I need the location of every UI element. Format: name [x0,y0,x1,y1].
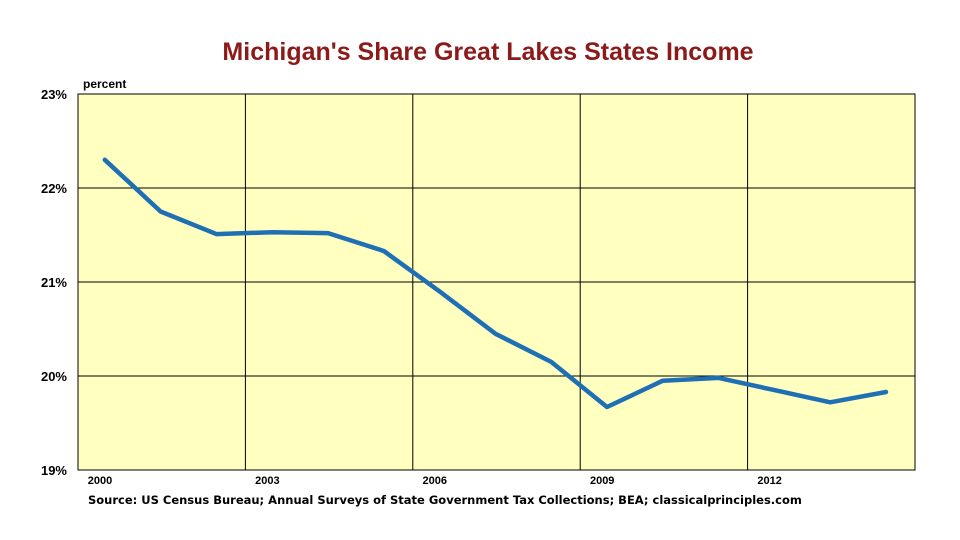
x-tick-label: 2009 [590,475,614,487]
y-axis-unit-label: percent [83,77,126,91]
series-line [102,157,889,410]
x-tick-label: 2006 [423,475,447,487]
y-tick-label: 22% [41,181,67,196]
y-tick-label: 23% [41,87,67,102]
y-tick-label: 21% [41,275,67,290]
x-tick-label: 2012 [757,475,781,487]
x-tick-label: 2000 [88,475,112,487]
series-layer [102,157,889,410]
y-tick-label: 19% [41,463,67,478]
y-tick-label: 20% [41,369,67,384]
plot-border [77,93,916,471]
x-tick-label: 2003 [255,475,279,487]
x-axis: 2000 2003 2006 2009 2012 [88,475,782,487]
source-note: Source: US Census Bureau; Annual Surveys… [88,493,802,507]
y-axis: 19% 20% 21% 22% 23% [41,87,67,478]
chart-title: Michigan's Share Great Lakes States Inco… [222,38,754,66]
